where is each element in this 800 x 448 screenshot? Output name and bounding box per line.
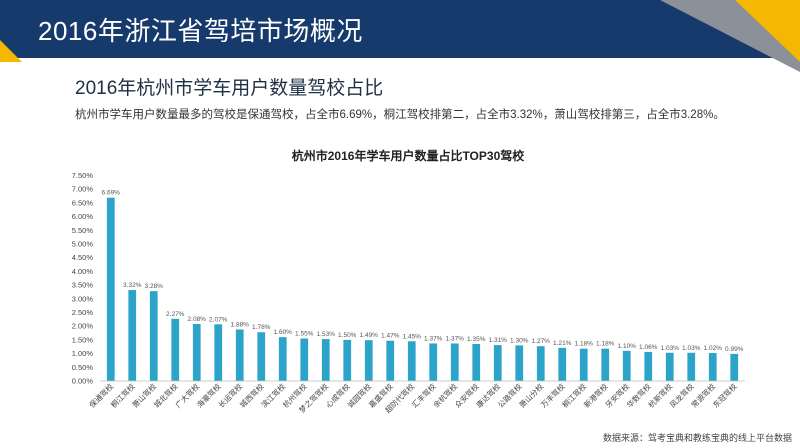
data-label: 1.10% [618, 343, 637, 350]
y-tick-label: 1.00% [72, 349, 94, 358]
bar [235, 329, 244, 381]
data-label: 1.18% [575, 341, 594, 348]
bar [192, 324, 201, 381]
bar [149, 291, 158, 381]
data-label: 1.21% [553, 340, 572, 347]
yellow-corner-right [735, 0, 800, 62]
bar [622, 350, 631, 381]
data-label: 0.99% [725, 346, 744, 353]
bar [171, 318, 180, 381]
bar [343, 339, 352, 381]
data-label: 1.45% [403, 333, 422, 340]
data-label: 3.28% [145, 283, 164, 290]
bar [515, 345, 524, 381]
bar [601, 348, 610, 381]
category-labels: 保通驾校桐江驾校萧山驾校城北驾校广大驾校海豪驾校长运驾校城西驾校滨江驾校杭州驾校… [87, 381, 739, 415]
y-tick-label: 2.00% [72, 322, 94, 331]
gray-stripe-right [660, 0, 800, 72]
data-label: 1.18% [596, 341, 615, 348]
data-label: 1.55% [295, 331, 314, 338]
y-tick-label: 5.00% [72, 240, 94, 249]
bar [257, 332, 266, 381]
y-tick-label: 3.00% [72, 294, 94, 303]
category-label: 东冠驾校 [710, 381, 739, 410]
data-label: 1.50% [338, 332, 357, 339]
bar [730, 353, 739, 381]
y-tick-label: 0.00% [72, 377, 94, 386]
data-source: 数据来源：驾考宝典和教练宝典的线上平台数据 [602, 433, 792, 443]
page-title: 2016年浙江省驾培市场概况 [38, 16, 363, 46]
data-label: 1.02% [704, 345, 723, 352]
data-label: 1.88% [231, 321, 250, 328]
bars [106, 197, 739, 381]
y-tick-label: 3.50% [72, 281, 94, 290]
y-tick-label: 4.00% [72, 267, 94, 276]
chart-title: 杭州市2016年学车用户数量占比TOP30驾校 [292, 148, 525, 163]
bar [106, 197, 115, 381]
bar [644, 351, 653, 381]
bar [708, 353, 717, 381]
bar [558, 347, 567, 381]
bar [429, 343, 438, 381]
y-tick-label: 7.00% [72, 185, 94, 194]
bar [386, 340, 395, 381]
y-tick-label: 2.50% [72, 308, 94, 317]
data-label: 1.03% [661, 345, 680, 352]
bar [579, 348, 588, 381]
y-tick-label: 7.50% [72, 171, 94, 180]
data-labels: 6.69% 3.32% 3.28% 2.27%2.08% 2.07%1.88% 1.78%… [102, 190, 744, 353]
y-tick-label: 6.00% [72, 212, 94, 221]
section-subtitle: 2016年杭州市学车用户数量驾校占比 [75, 78, 384, 99]
y-tick-label: 1.50% [72, 335, 94, 344]
data-label: 1.03% [682, 345, 701, 352]
bar [665, 352, 674, 381]
bar [687, 352, 696, 381]
header-bar: 2016年浙江省驾培市场概况 [0, 0, 800, 58]
data-label: 1.27% [532, 338, 551, 345]
data-label: 1.37% [424, 335, 443, 342]
data-label: 1.47% [381, 333, 400, 340]
bar [450, 343, 459, 381]
data-label: 1.37% [446, 335, 465, 342]
data-label: 1.49% [360, 332, 379, 339]
yellow-corner-left [0, 40, 22, 62]
y-tick-label: 4.50% [72, 253, 94, 262]
data-label: 1.35% [467, 336, 486, 343]
data-label: 2.08% [188, 316, 207, 323]
bar [536, 346, 545, 381]
data-label: 2.27% [166, 311, 185, 318]
data-label: 1.30% [510, 337, 529, 344]
data-label: 1.78% [252, 324, 271, 331]
bar [214, 324, 223, 381]
data-label: 1.53% [317, 331, 336, 338]
data-label: 1.06% [639, 344, 658, 351]
bar [493, 345, 502, 381]
bar [472, 344, 481, 381]
section-description: 杭州市学车用户数量最多的驾校是保通驾校，占全市6.69%，桐江驾校排第二，占全市… [75, 109, 725, 121]
data-label: 1.31% [489, 337, 508, 344]
bar [364, 340, 373, 381]
bar [300, 338, 309, 381]
y-axis: 0.00% 0.50% 1.00% 1.50% 2.00% 2.50% 3.00% 3.50%… [72, 171, 94, 386]
bar [128, 290, 137, 381]
y-tick-label: 5.50% [72, 226, 94, 235]
data-label: 1.60% [274, 329, 293, 336]
bar [278, 337, 287, 381]
data-label: 6.69% [102, 190, 121, 197]
y-tick-label: 6.50% [72, 198, 94, 207]
bar [407, 341, 416, 381]
header-decoration [0, 0, 800, 72]
data-label: 2.07% [209, 316, 228, 323]
data-label: 3.32% [123, 282, 142, 289]
bar [321, 339, 330, 381]
y-tick-label: 0.50% [72, 363, 94, 372]
